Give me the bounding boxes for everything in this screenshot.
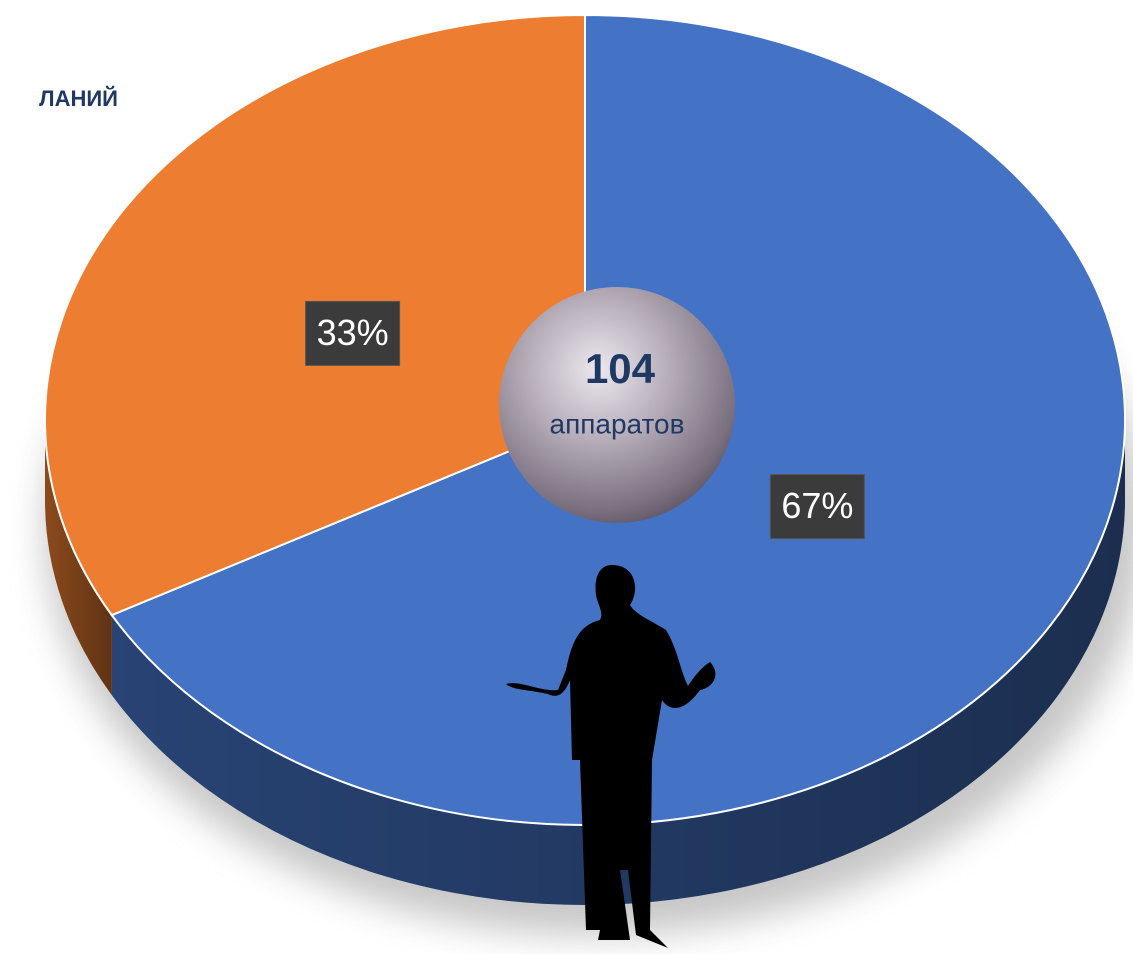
center-label: аппаратов [550, 408, 685, 439]
center-sphere [499, 287, 735, 523]
center-value: 104 [585, 345, 656, 392]
data-label: 33% [317, 312, 389, 353]
page: {"chart_data": {"type": "pie", "title": … [0, 0, 1133, 954]
data-label: 67% [781, 485, 853, 526]
chart-title: ЛАНИЙ [39, 86, 118, 111]
pie-layer: 67% 33% 104 аппаратов [45, 15, 1133, 948]
chart: 67% 33% 104 аппаратов ЛАНИЙ [0, 0, 1133, 954]
